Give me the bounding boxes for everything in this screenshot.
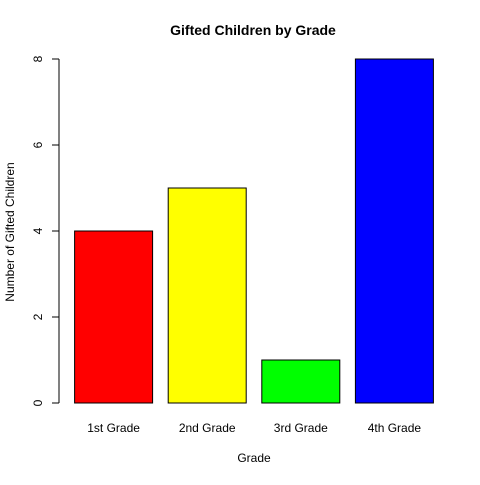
- y-axis: 0 2 4 6 8: [31, 55, 60, 406]
- x-tick-label-1: 1st Grade: [87, 421, 140, 435]
- x-tick-label-4: 4th Grade: [368, 421, 422, 435]
- bars-layer: [74, 58, 434, 404]
- bar-3: [261, 359, 341, 404]
- x-axis-label: Grade: [237, 451, 271, 465]
- y-tick-label-4: 8: [31, 55, 45, 62]
- bar-4: [354, 58, 434, 404]
- y-tick-label-3: 6: [31, 141, 45, 148]
- y-tick-label-1: 2: [31, 313, 45, 320]
- bar-1: [74, 230, 154, 404]
- chart-title: Gifted Children by Grade: [170, 22, 336, 38]
- x-tick-label-2: 2nd Grade: [179, 421, 236, 435]
- bar-2: [167, 187, 247, 404]
- x-tick-label-3: 3rd Grade: [274, 421, 328, 435]
- y-tick-label-0: 0: [31, 399, 45, 406]
- y-tick-label-2: 4: [31, 227, 45, 234]
- y-axis-label: Number of Gifted Children: [3, 162, 17, 301]
- x-axis: 1st Grade 2nd Grade 3rd Grade 4th Grade: [87, 421, 421, 435]
